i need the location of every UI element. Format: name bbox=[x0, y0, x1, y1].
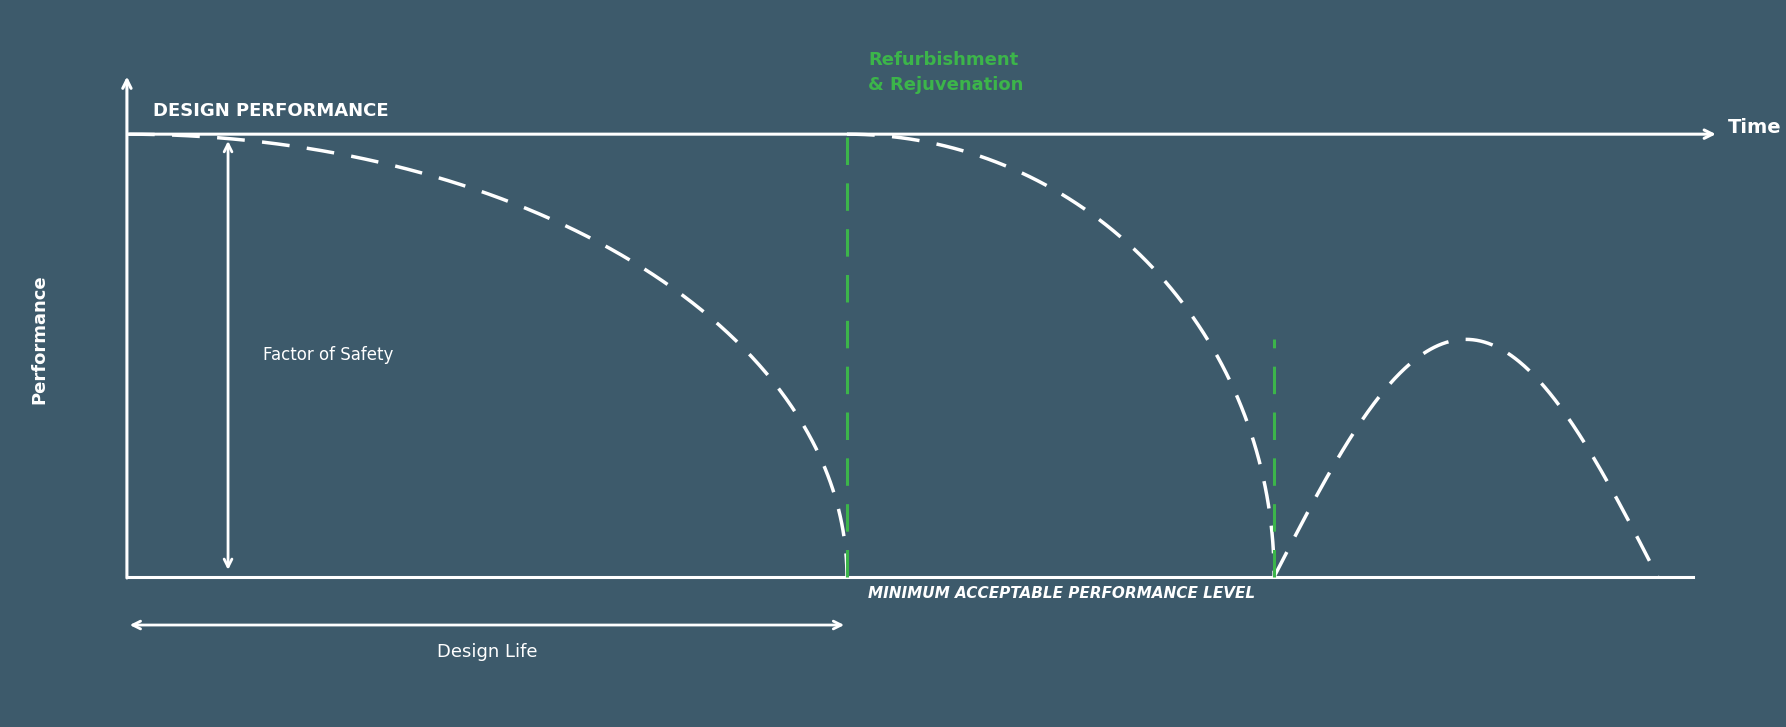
Text: MINIMUM ACCEPTABLE PERFORMANCE LEVEL: MINIMUM ACCEPTABLE PERFORMANCE LEVEL bbox=[868, 587, 1256, 601]
Text: Design Life: Design Life bbox=[438, 643, 538, 661]
Text: Time: Time bbox=[1727, 119, 1781, 137]
Text: DESIGN PERFORMANCE: DESIGN PERFORMANCE bbox=[154, 102, 389, 120]
Text: Refurbishment
& Rejuvenation: Refurbishment & Rejuvenation bbox=[868, 51, 1023, 94]
Text: Factor of Safety: Factor of Safety bbox=[263, 347, 393, 364]
Text: Performance: Performance bbox=[30, 275, 48, 404]
